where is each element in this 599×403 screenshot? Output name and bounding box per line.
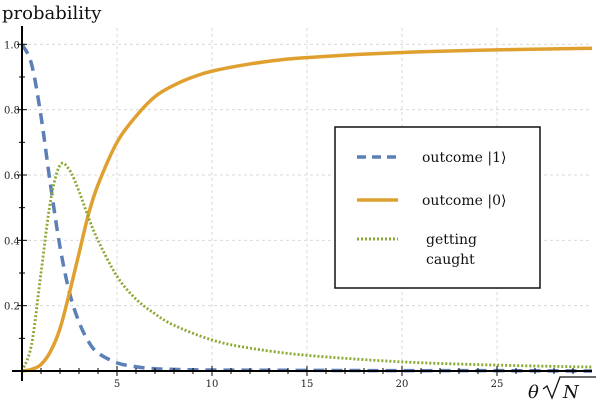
axes [12,26,592,381]
y-tick-label-4: 1.0 [4,40,20,51]
legend-box [334,126,541,289]
series-line-1 [21,46,593,373]
y-tick-label-2: 0.6 [4,171,20,182]
legend-label-outcome-0: outcome |0⟩ [422,193,506,209]
x-tick-label-20: 20 [396,379,409,390]
legend-label-outcome-1: outcome |1⟩ [422,150,506,166]
x-tick-label-15: 15 [301,379,314,390]
x-axis-title: θ N [528,376,596,403]
y-tick-label-0: 0.2 [4,302,20,313]
y-axis-title: probability [2,3,102,24]
x-tick-label-25: 25 [491,379,504,390]
ticks: 5 10 15 20 25 0.2 0.4 0.6 0.8 1.0 [4,40,574,390]
x-tick-label-5: 5 [114,379,120,390]
x-axis-title-theta: θ [528,382,539,403]
y-tick-label-3: 0.8 [4,106,20,117]
legend: outcome |1⟩ outcome |0⟩ getting caught [334,126,541,289]
x-tick-label-10: 10 [206,379,219,390]
series-line-2 [20,161,593,372]
y-tick-label-1: 0.4 [4,236,20,247]
legend-label-getting-caught-line2: caught [426,252,475,268]
legend-label-getting-caught-line1: getting [426,232,477,248]
x-axis-title-radicand: N [562,382,580,403]
sqrt-symbol [542,376,596,400]
